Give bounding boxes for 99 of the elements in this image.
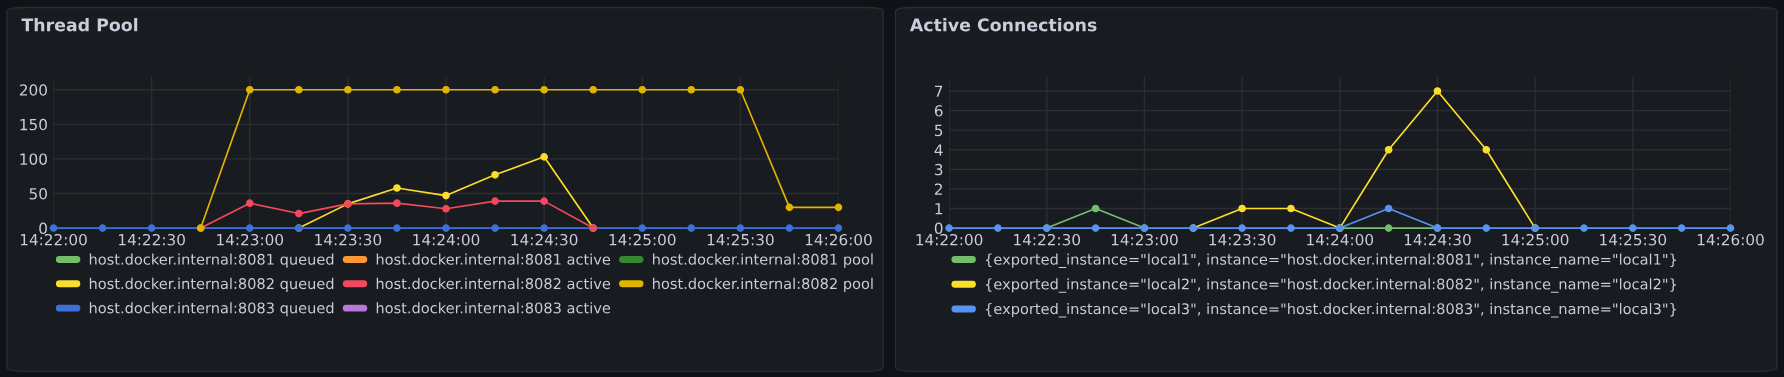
point: [442, 224, 450, 232]
point: [147, 224, 156, 232]
legend-label: {exported_instance="local2", instance="host.docker.internal:8082", instance_name="local2"}: [985, 278, 1677, 293]
point: [1677, 224, 1686, 232]
point: [589, 85, 598, 94]
point: [1482, 224, 1491, 232]
y-tick-label: 4: [934, 144, 943, 156]
legend-label: host.docker.internal:8083 queued: [89, 302, 334, 317]
y-tick-label: 6: [934, 105, 943, 117]
point: [1482, 145, 1491, 154]
point: [1384, 204, 1393, 213]
point: [393, 224, 401, 232]
point: [1091, 204, 1100, 213]
x-tick-label: 14:26:00: [805, 233, 872, 246]
point: [491, 85, 499, 94]
x-tick-label: 14:24:00: [1307, 233, 1374, 246]
x-tick-label: 14:24:30: [1404, 233, 1471, 246]
x-tick-label: 14:22:00: [20, 233, 87, 246]
point: [1628, 224, 1637, 232]
point: [442, 204, 450, 213]
x-tick-label: 14:25:00: [609, 233, 676, 246]
point: [540, 153, 548, 161]
point: [1287, 224, 1295, 232]
point: [1726, 224, 1735, 232]
point: [687, 85, 696, 94]
point: [393, 184, 401, 192]
legend-label: host.docker.internal:8081 pool: [653, 253, 873, 268]
x-tick-label: 14:22:00: [916, 233, 983, 246]
y-tick-label: 50: [29, 187, 47, 200]
x-tick-label: 14:25:30: [707, 233, 774, 246]
point: [1238, 204, 1246, 213]
x-tick-label: 14:22:30: [119, 233, 185, 246]
point: [1287, 204, 1295, 213]
point: [1091, 224, 1100, 232]
legend-label: host.docker.internal:8081 active: [376, 253, 611, 265]
y-tick-label: 0: [934, 222, 943, 235]
point: [736, 224, 745, 232]
point: [1580, 224, 1588, 232]
point: [834, 224, 843, 232]
legend-label: host.docker.internal:8082 pool: [653, 277, 873, 292]
point: [638, 224, 647, 232]
point: [1384, 145, 1393, 154]
y-tick-label: 2: [934, 183, 942, 195]
point: [994, 224, 1002, 232]
point: [491, 197, 499, 205]
point: [294, 209, 303, 218]
chart-title: Thread Pool: [21, 17, 138, 32]
point: [1238, 224, 1246, 232]
point: [540, 85, 548, 94]
y-tick-label: 7: [935, 85, 943, 97]
y-tick-label: 0: [39, 222, 47, 235]
y-tick-label: 200: [19, 84, 47, 96]
point: [98, 224, 107, 232]
point: [491, 224, 499, 232]
point: [344, 85, 352, 94]
x-tick-label: 14:23:30: [1209, 233, 1276, 246]
x-tick-label: 14:23:00: [1111, 233, 1178, 246]
point: [540, 224, 548, 232]
point: [785, 224, 794, 232]
y-tick-label: 5: [934, 124, 943, 137]
y-tick-label: 3: [934, 163, 943, 176]
legend-label: {exported_instance="local3", instance="host.docker.internal:8083", instance_name="local3"}: [985, 302, 1677, 318]
point: [49, 224, 58, 232]
y-tick-label: 1: [935, 203, 943, 215]
chart-title: Active Connections: [909, 17, 1097, 32]
x-tick-label: 14:24:00: [413, 233, 480, 246]
point: [687, 224, 696, 232]
legend-label: host.docker.internal:8082 queued: [89, 277, 334, 292]
point: [1384, 224, 1393, 232]
x-tick-label: 14:23:30: [315, 233, 382, 246]
point: [245, 85, 254, 94]
legend-label: host.docker.internal:8083 active: [376, 302, 611, 314]
point: [393, 199, 401, 208]
legend-label: {exported_instance="local1", instance="host.docker.internal:8081", instance_name="local1"}: [985, 253, 1677, 269]
x-tick-label: 14:23:00: [217, 233, 284, 246]
point: [834, 203, 843, 212]
point: [638, 85, 647, 94]
y-tick-label: 150: [20, 118, 47, 131]
point: [1433, 87, 1442, 95]
point: [294, 85, 303, 94]
point: [785, 203, 794, 212]
x-tick-label: 14:25:30: [1600, 233, 1667, 246]
x-tick-label: 14:25:00: [1502, 233, 1569, 246]
point: [442, 191, 450, 200]
x-tick-label: 14:24:30: [511, 233, 578, 246]
legend-label: host.docker.internal:8082 active: [376, 277, 611, 290]
x-tick-label: 14:22:30: [1014, 233, 1081, 246]
y-tick-label: 100: [20, 153, 47, 165]
x-tick-label: 14:26:00: [1697, 233, 1764, 246]
legend-label: host.docker.internal:8081 queued: [89, 253, 334, 268]
point: [344, 224, 352, 232]
point: [736, 85, 745, 94]
point: [393, 85, 401, 94]
point: [442, 85, 450, 94]
point: [245, 224, 254, 232]
point: [945, 224, 953, 232]
point: [491, 171, 499, 179]
point: [245, 199, 254, 208]
point: [540, 197, 548, 205]
